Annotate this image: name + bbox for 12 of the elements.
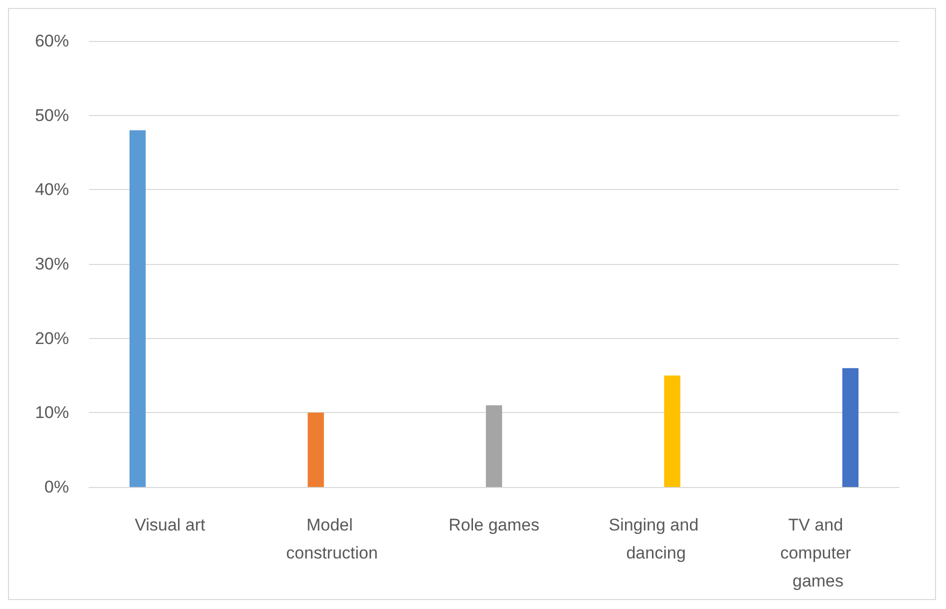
y-tick-label: 60%: [34, 32, 69, 50]
x-tick-label: Model construction: [286, 516, 378, 562]
y-tick-label: 40%: [34, 180, 69, 200]
x-tick-label: Singing and dancing: [608, 516, 704, 562]
y-tick-label: 0%: [44, 478, 69, 496]
y-tick-label: 10%: [34, 403, 69, 422]
x-tick-label: TV and computer games: [780, 516, 856, 590]
x-tick-label: Visual art: [134, 516, 206, 534]
y-tick-label: 30%: [34, 254, 69, 274]
y-tick-label: 50%: [34, 106, 69, 125]
x-tick-label: Role games: [448, 516, 540, 534]
y-tick-label: 20%: [34, 328, 69, 348]
